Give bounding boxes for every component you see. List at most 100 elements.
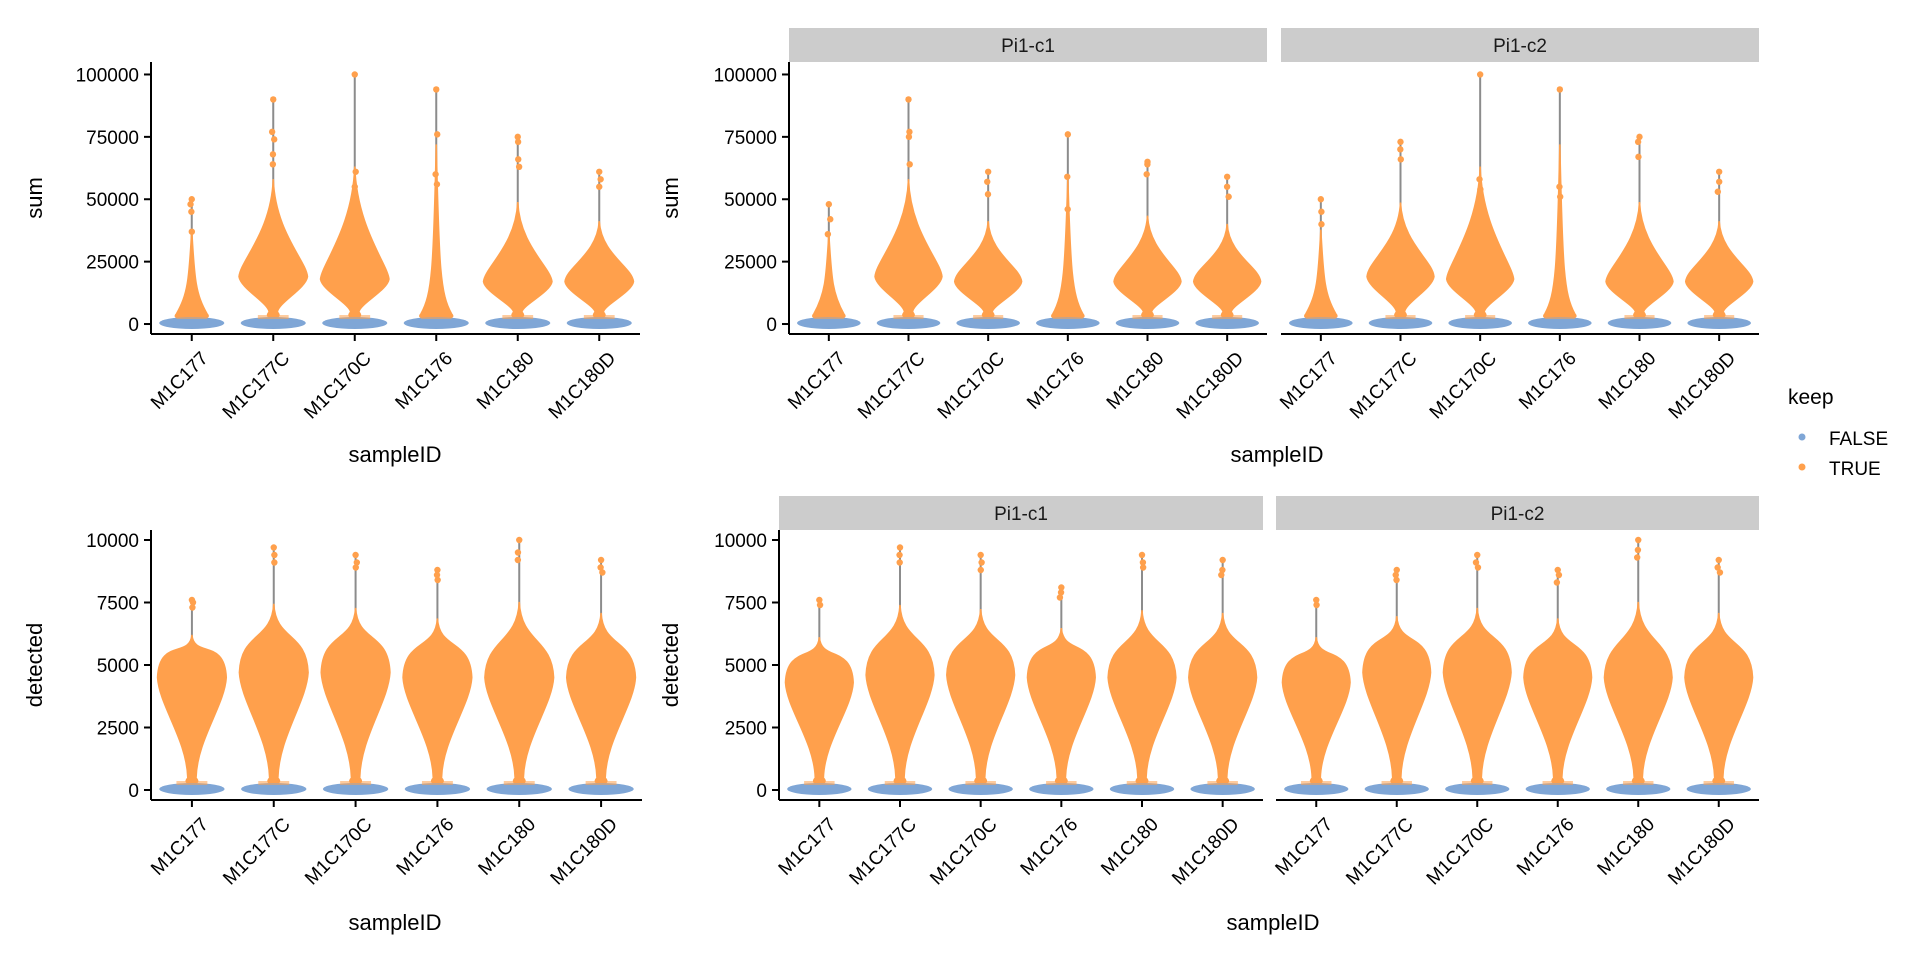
y-tick-label: 0 xyxy=(766,315,777,336)
x-tick-label: M1C170C xyxy=(926,814,1001,889)
outlier-point xyxy=(515,156,521,162)
outlier-point xyxy=(1716,179,1722,185)
violin-base-overlap xyxy=(339,315,370,319)
violin-base-overlap xyxy=(804,781,834,785)
violin-M1C180 xyxy=(1114,159,1181,329)
outlier-point xyxy=(1634,554,1640,560)
violin-M1C177C xyxy=(875,96,942,329)
outlier-point xyxy=(1393,577,1399,583)
y-tick-label: 2500 xyxy=(725,719,767,740)
facet-all: M1C177 M1C177C M1C170C M1C176 M1C180 M1C180D xyxy=(147,71,640,423)
outlier-point xyxy=(271,559,277,565)
violin-body-true xyxy=(875,179,942,318)
x-tick-label: M1C180 xyxy=(1103,348,1169,414)
outlier-point xyxy=(432,171,438,177)
violin-body-true xyxy=(866,605,934,784)
violin-M1C180 xyxy=(1108,552,1176,795)
violin-M1C180D xyxy=(1189,557,1257,795)
outlier-point xyxy=(1557,194,1563,200)
outlier-point xyxy=(1143,171,1149,177)
violin-base-overlap xyxy=(1132,315,1162,319)
outlier-point xyxy=(1397,146,1403,152)
facet-strip-label: Pi1-c1 xyxy=(994,504,1048,525)
max-point xyxy=(1474,552,1480,558)
max-point xyxy=(1224,174,1230,180)
violin-base-overlap xyxy=(1545,315,1575,319)
violin-base-overlap xyxy=(1212,315,1242,319)
violin-base-overlap xyxy=(1382,781,1412,785)
outlier-point xyxy=(896,552,902,558)
outlier-point xyxy=(827,216,833,222)
x-tick-label: M1C177C xyxy=(846,814,921,889)
violin-base-overlap xyxy=(340,781,371,785)
violin-M1C177 xyxy=(785,597,853,795)
max-point xyxy=(352,71,358,77)
violin-base-overlap xyxy=(965,781,995,785)
outlier-point xyxy=(271,136,277,142)
violin-base-overlap xyxy=(1306,315,1336,319)
outlier-point xyxy=(1218,572,1224,578)
facet-strip-label: Pi1-c2 xyxy=(1491,504,1545,525)
y-tick-label: 50000 xyxy=(86,190,139,211)
max-point xyxy=(596,169,602,175)
violin-body-true xyxy=(785,637,853,784)
violin-M1C180 xyxy=(485,537,554,795)
outlier-point xyxy=(515,557,521,563)
outlier-point xyxy=(1140,564,1146,570)
x-tick-label: M1C177 xyxy=(784,348,850,414)
outlier-point xyxy=(599,569,605,575)
violin-base-overlap xyxy=(1623,781,1653,785)
violin-body-true xyxy=(1194,224,1261,318)
max-point xyxy=(1477,71,1483,77)
x-tick-label: M1C177C xyxy=(219,814,294,889)
violin-body-true xyxy=(403,618,472,784)
violin-base-overlap xyxy=(1385,315,1415,319)
qc-violin-figure: 0250005000075000100000sumsampleIDM1C177 M… xyxy=(0,0,1920,960)
violin-base-overlap xyxy=(1462,781,1492,785)
panel-sum-split: 0250005000075000100000sumsampleIDPi1-c1M… xyxy=(658,28,1759,467)
violin-M1C176 xyxy=(404,86,469,329)
violin-body-true xyxy=(565,221,633,318)
outlier-point xyxy=(353,169,359,175)
y-tick-label: 0 xyxy=(756,781,767,802)
x-tick-label: M1C180D xyxy=(1173,348,1248,423)
violin-body-true xyxy=(1685,613,1753,784)
violin-M1C177C xyxy=(239,544,308,795)
outlier-point xyxy=(597,176,603,182)
outlier-point xyxy=(189,604,195,610)
violin-body-true xyxy=(1282,637,1350,784)
outlier-point xyxy=(907,161,913,167)
outlier-point xyxy=(352,184,358,190)
violin-body-true xyxy=(485,602,554,784)
violin-M1C180D xyxy=(1686,169,1753,329)
outlier-point xyxy=(1477,186,1483,192)
violin-body-true xyxy=(567,613,636,784)
x-tick-label: M1C180 xyxy=(1595,348,1661,414)
x-tick-label: M1C170C xyxy=(934,348,1009,423)
violin-base-overlap xyxy=(422,781,453,785)
violin-M1C177C xyxy=(239,96,307,329)
x-tick-label: M1C180D xyxy=(1665,348,1740,423)
violin-base-overlap xyxy=(258,315,289,319)
violin-M1C180 xyxy=(1606,134,1673,329)
outlier-point xyxy=(1556,184,1562,190)
y-axis-title: sum xyxy=(22,177,47,219)
violin-body-true xyxy=(239,179,307,318)
x-tick-label: M1C176 xyxy=(1017,814,1083,880)
violin-base-overlap xyxy=(1046,781,1076,785)
violin-body-true xyxy=(1189,613,1257,784)
outlier-point xyxy=(515,139,521,145)
outlier-point xyxy=(434,131,440,137)
y-axis-title: sum xyxy=(658,177,683,219)
max-point xyxy=(1716,169,1722,175)
y-tick-label: 7500 xyxy=(97,594,139,615)
max-point xyxy=(270,96,276,102)
violin-body-true xyxy=(484,202,552,318)
violin-base-overlap xyxy=(1301,781,1331,785)
violin-body-true xyxy=(1443,608,1511,784)
outlier-point xyxy=(817,602,823,608)
x-tick-label: M1C177C xyxy=(1346,348,1421,423)
violin-M1C176 xyxy=(403,567,472,795)
outlier-point xyxy=(896,559,902,565)
violin-base-overlap xyxy=(973,315,1003,319)
